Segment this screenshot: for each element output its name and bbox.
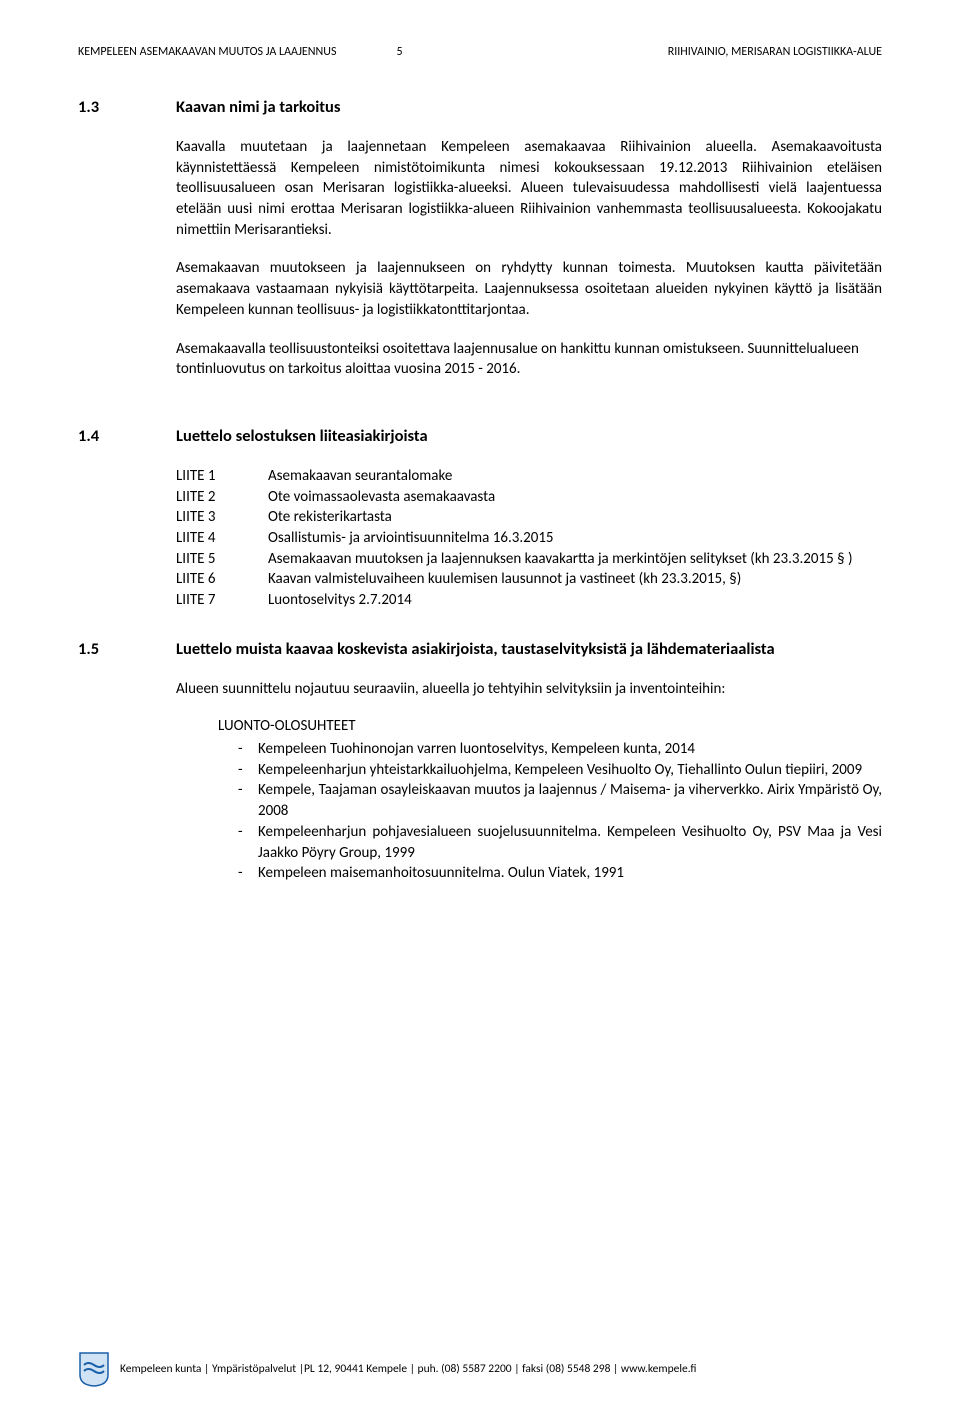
section-1-3: 1.3 Kaavan nimi ja tarkoitus Kaavalla mu… (78, 97, 882, 380)
dash-text: Kempeleenharjun yhteistarkkailuohjelma, … (258, 760, 882, 781)
dash-icon: - (238, 760, 258, 781)
section-title: Luettelo muista kaavaa koskevista asiaki… (176, 639, 882, 659)
shield-logo-icon (78, 1351, 110, 1387)
list-item: LIITE 7 Luontoselvitys 2.7.2014 (176, 590, 882, 611)
dash-icon: - (238, 822, 258, 863)
liite-text: Kaavan valmisteluvaiheen kuulemisen laus… (268, 569, 882, 590)
liite-list: LIITE 1 Asemakaavan seurantalomake LIITE… (176, 466, 882, 611)
dash-text: Kempele, Taajaman osayleiskaavan muutos … (258, 780, 882, 821)
liite-text: Asemakaavan muutoksen ja laajennuksen ka… (268, 549, 882, 570)
liite-text: Ote rekisterikartasta (268, 507, 882, 528)
dash-icon: - (238, 739, 258, 760)
liite-label: LIITE 3 (176, 507, 268, 528)
section-number: 1.3 (78, 97, 176, 117)
liite-text: Osallistumis- ja arviointisuunnitelma 16… (268, 528, 882, 549)
liite-label: LIITE 4 (176, 528, 268, 549)
paragraph: Asemakaavan muutokseen ja laajennukseen … (176, 258, 882, 320)
list-item: - Kempeleen Tuohinonojan varren luontose… (238, 739, 882, 760)
liite-label: LIITE 6 (176, 569, 268, 590)
page-number: 5 (396, 45, 402, 59)
subheading: LUONTO-OLOSUHTEET (218, 716, 882, 737)
paragraph: Asemakaavalla teollisuustonteiksi osoite… (176, 339, 882, 380)
footer-text: Kempeleen kunta | Ympäristöpalvelut |PL … (120, 1362, 696, 1376)
liite-text: Ote voimassaolevasta asemakaavasta (268, 487, 882, 508)
section-heading-1-4: 1.4 Luettelo selostuksen liiteasiakirjoi… (78, 426, 882, 446)
dash-icon: - (238, 863, 258, 884)
page-header: KEMPELEEN ASEMAKAAVAN MUUTOS JA LAAJENNU… (78, 45, 882, 59)
list-item: LIITE 5 Asemakaavan muutoksen ja laajenn… (176, 549, 882, 570)
paragraph: Alueen suunnittelu nojautuu seuraaviin, … (176, 679, 882, 700)
liite-label: LIITE 1 (176, 466, 268, 487)
section-title: Kaavan nimi ja tarkoitus (176, 97, 340, 117)
section-number: 1.4 (78, 426, 176, 446)
liite-text: Asemakaavan seurantalomake (268, 466, 882, 487)
section-title: Luettelo selostuksen liiteasiakirjoista (176, 426, 428, 446)
list-item: LIITE 2 Ote voimassaolevasta asemakaavas… (176, 487, 882, 508)
section-1-5: 1.5 Luettelo muista kaavaa koskevista as… (78, 639, 882, 884)
list-item: - Kempele, Taajaman osayleiskaavan muuto… (238, 780, 882, 821)
section-heading-1-3: 1.3 Kaavan nimi ja tarkoitus (78, 97, 882, 117)
liite-label: LIITE 5 (176, 549, 268, 570)
list-item: LIITE 4 Osallistumis- ja arviointisuunni… (176, 528, 882, 549)
liite-text: Luontoselvitys 2.7.2014 (268, 590, 882, 611)
section-heading-1-5: 1.5 Luettelo muista kaavaa koskevista as… (78, 639, 882, 659)
list-item: - Kempeleen maisemanhoitosuunnitelma. Ou… (238, 863, 882, 884)
list-item: LIITE 3 Ote rekisterikartasta (176, 507, 882, 528)
list-item: - Kempeleenharjun pohjavesialueen suojel… (238, 822, 882, 863)
list-item: LIITE 1 Asemakaavan seurantalomake (176, 466, 882, 487)
liite-label: LIITE 7 (176, 590, 268, 611)
section-number: 1.5 (78, 639, 176, 659)
dash-list: - Kempeleen Tuohinonojan varren luontose… (238, 739, 882, 884)
dash-text: Kempeleenharjun pohjavesialueen suojelus… (258, 822, 882, 863)
header-title-left: KEMPELEEN ASEMAKAAVAN MUUTOS JA LAAJENNU… (78, 45, 336, 59)
dash-text: Kempeleen Tuohinonojan varren luontoselv… (258, 739, 882, 760)
page-footer: Kempeleen kunta | Ympäristöpalvelut |PL … (78, 1351, 882, 1387)
dash-icon: - (238, 780, 258, 821)
section-1-4: 1.4 Luettelo selostuksen liiteasiakirjoi… (78, 426, 882, 611)
list-item: LIITE 6 Kaavan valmisteluvaiheen kuulemi… (176, 569, 882, 590)
dash-text: Kempeleen maisemanhoitosuunnitelma. Oulu… (258, 863, 882, 884)
header-title-right: RIIHIVAINIO, MERISARAN LOGISTIIKKA-ALUE (668, 45, 882, 59)
list-item: - Kempeleenharjun yhteistarkkailuohjelma… (238, 760, 882, 781)
header-left: KEMPELEEN ASEMAKAAVAN MUUTOS JA LAAJENNU… (78, 45, 403, 59)
liite-label: LIITE 2 (176, 487, 268, 508)
paragraph: Kaavalla muutetaan ja laajennetaan Kempe… (176, 137, 882, 240)
